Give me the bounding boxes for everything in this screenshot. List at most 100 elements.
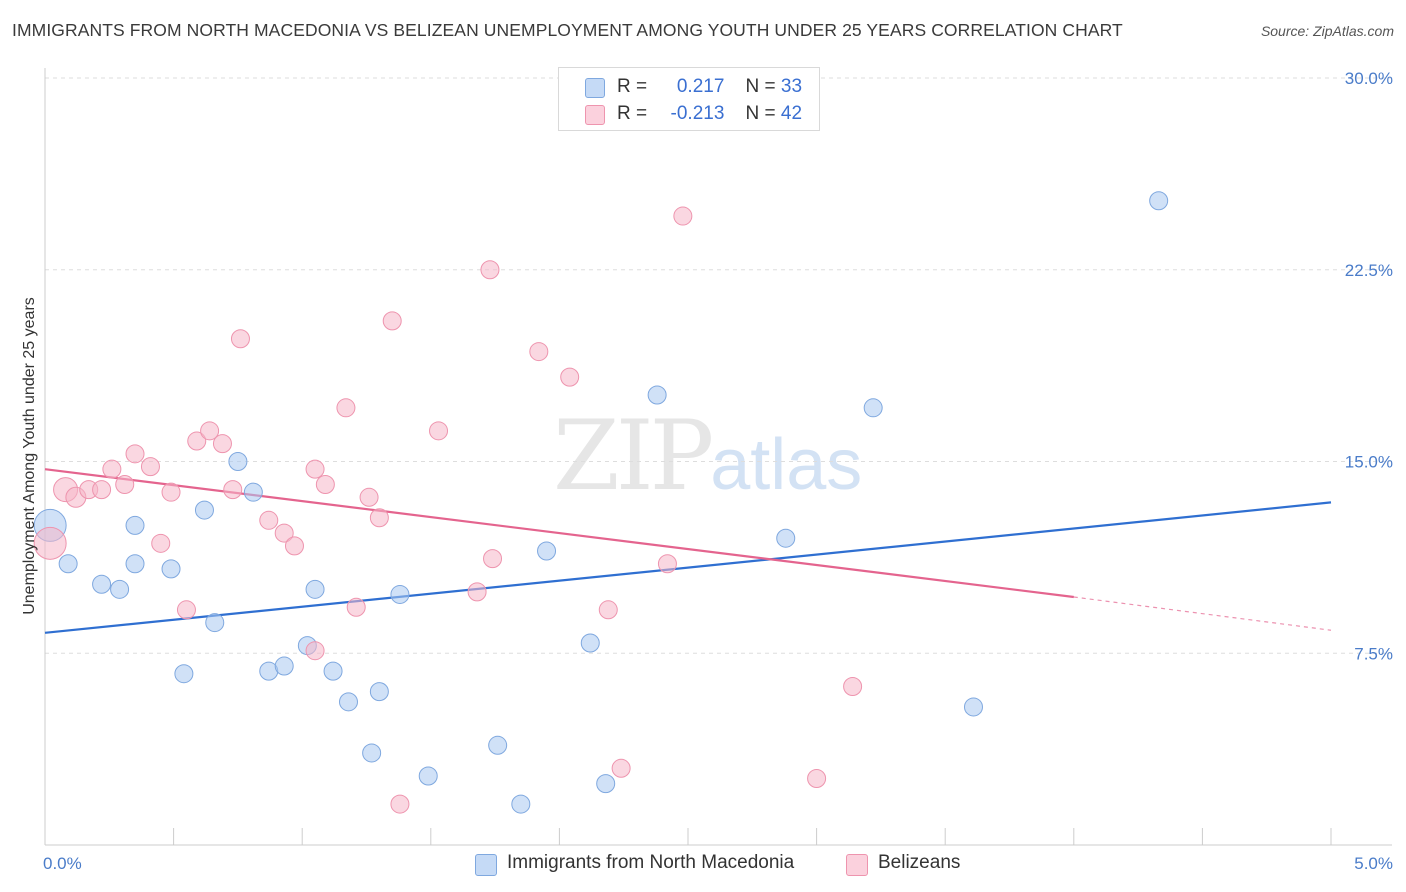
- belizean-point: [560, 367, 580, 387]
- belizean-point: [390, 794, 410, 814]
- belizean-point: [161, 482, 181, 502]
- belizean-trend-extension: [1073, 596, 1332, 631]
- y-axis-label: Unemployment Among Youth under 25 years: [21, 297, 38, 615]
- macedonia-point: [362, 743, 382, 763]
- macedonia-point: [58, 554, 78, 574]
- macedonia-point: [228, 452, 248, 471]
- belizean-point: [359, 487, 379, 507]
- watermark-zip: ZIP: [553, 400, 714, 512]
- x-tick-label: 0.0%: [43, 854, 82, 873]
- correlation-legend: R = 0.217 N = 33 R = -0.213 N = 42: [558, 67, 820, 131]
- belizean-point: [843, 676, 863, 696]
- belizean-point: [611, 758, 631, 778]
- belizean-point: [274, 523, 294, 543]
- belizean-point: [369, 508, 389, 528]
- belizean-point: [305, 459, 325, 479]
- y-tick-label: 22.5%: [1345, 261, 1393, 280]
- belizean-point: [807, 769, 827, 789]
- belizean-point: [673, 206, 693, 226]
- belizean-point: [284, 536, 304, 556]
- belizean-point: [259, 510, 279, 530]
- belizean-point: [336, 398, 356, 418]
- legend-n-value: 42: [780, 103, 803, 124]
- macedonia-point: [537, 541, 557, 561]
- macedonia-point: [1149, 191, 1169, 211]
- macedonia-trend-line: [44, 501, 1332, 634]
- macedonia-point: [863, 398, 883, 418]
- legend-n-label: N =: [745, 76, 776, 97]
- legend-r-label: R =: [617, 76, 648, 97]
- legend-swatch-macedonia: [585, 78, 605, 98]
- y-tick-label: 7.5%: [1354, 644, 1393, 663]
- axes: [44, 68, 1392, 846]
- belizean-point: [429, 421, 449, 441]
- trend-lines: [44, 468, 1332, 634]
- belizean-point: [657, 554, 677, 574]
- belizean-point: [140, 457, 160, 477]
- belizean-trend-line: [44, 468, 1074, 599]
- belizean-point: [483, 549, 503, 569]
- belizean-point: [230, 329, 250, 349]
- belizean-point: [315, 475, 335, 495]
- legend-swatch-belizeans: [585, 105, 605, 125]
- belizean-point: [115, 475, 135, 495]
- x-tick-labels: 0.0% 5.0%: [43, 854, 1393, 873]
- macedonia-point: [243, 482, 263, 502]
- belizean-point: [346, 597, 366, 617]
- macedonia-point: [161, 559, 181, 579]
- macedonia-point: [390, 584, 410, 604]
- macedonia-point: [174, 664, 194, 684]
- macedonia-point: [647, 385, 667, 405]
- belizean-point: [382, 311, 402, 331]
- macedonia-point: [596, 774, 616, 794]
- belizean-point: [480, 260, 500, 280]
- chart-title: IMMIGRANTS FROM NORTH MACEDONIA VS BELIZ…: [12, 20, 1123, 40]
- macedonia-point: [418, 766, 438, 786]
- y-tick-labels: 7.5% 15.0% 22.5% 30.0%: [1345, 69, 1393, 663]
- belizean-point: [102, 459, 122, 479]
- belizean-point: [200, 421, 220, 441]
- belizean-point: [176, 600, 196, 620]
- belizean-point: [125, 444, 145, 464]
- legend-r-value: -0.213: [670, 103, 725, 124]
- bottom-legend-label-macedonia: Immigrants from North Macedonia: [507, 852, 795, 873]
- legend-text-belizeans: R = -0.213 N = 42: [617, 103, 802, 125]
- macedonia-point: [323, 661, 343, 681]
- belizean-point: [33, 526, 67, 560]
- belizean-point: [187, 431, 207, 451]
- belizean-point: [223, 480, 243, 500]
- source-credit: Source: ZipAtlas.com: [1260, 23, 1394, 39]
- y-tick-label: 15.0%: [1345, 453, 1393, 472]
- macedonia-point: [110, 579, 130, 599]
- legend-r-label: R =: [617, 103, 648, 124]
- bottom-legend-label-belizeans: Belizeans: [878, 852, 961, 873]
- watermark-atlas: atlas: [710, 425, 863, 505]
- legend-text-macedonia: R = 0.217 N = 33: [617, 76, 802, 98]
- belizean-point: [529, 342, 549, 362]
- y-tick-label: 30.0%: [1345, 69, 1393, 88]
- macedonia-point: [369, 682, 389, 702]
- legend-n-label: N =: [745, 103, 776, 124]
- macedonia-point: [488, 735, 508, 755]
- macedonia-point: [125, 554, 145, 574]
- macedonia-point: [963, 697, 983, 717]
- macedonia-point: [194, 500, 214, 520]
- belizean-point: [598, 600, 618, 620]
- macedonia-point: [511, 794, 531, 814]
- belizean-point: [467, 582, 487, 602]
- belizean-point: [212, 434, 232, 454]
- gridlines: [45, 77, 1392, 654]
- macedonia-point: [776, 528, 796, 548]
- macedonia-point: [274, 656, 294, 676]
- data-points: [33, 191, 1169, 814]
- belizean-point: [305, 641, 325, 661]
- x-tick-label: 5.0%: [1354, 854, 1393, 873]
- macedonia-point: [580, 633, 600, 653]
- legend-r-value: 0.217: [676, 76, 725, 97]
- bottom-legend-swatch-macedonia: [475, 854, 497, 876]
- macedonia-point: [205, 613, 225, 633]
- watermark: ZIPatlas: [553, 400, 862, 512]
- macedonia-point: [125, 515, 145, 535]
- bottom-legend-swatch-belizeans: [846, 854, 868, 876]
